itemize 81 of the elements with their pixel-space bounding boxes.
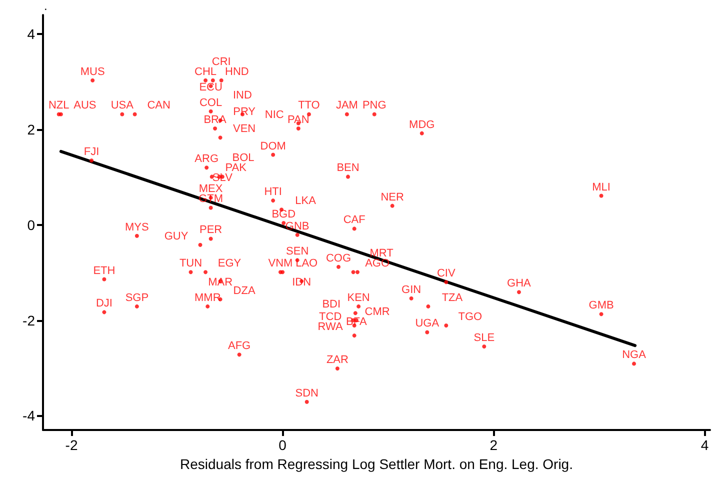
data-label: DOM [260,140,286,152]
data-label: TTO [298,100,320,112]
data-label: SLE [474,332,495,344]
data-label: NGA [622,349,647,362]
data-label: COL [199,96,222,109]
data-label: NER [380,191,404,204]
data-label: USA [110,100,134,112]
data-label: TZA [442,292,464,304]
data-label: GUY [164,230,189,242]
data-label: NIC [264,108,284,121]
data-label: GHA [507,278,532,290]
y-tick-label: -4 [22,408,36,424]
data-label: MEX [198,183,224,196]
data-label: TCD [319,311,342,324]
data-label: PAK [225,162,248,174]
data-label: CMR [364,306,390,318]
data-label: CAF [343,214,366,226]
data-label: MMR [194,292,221,304]
data-label: RWA [318,321,344,334]
data-label: NZL [48,100,70,112]
data-label: BEN [336,162,360,174]
data-label: ECU [199,82,222,94]
data-label: AGO [365,258,390,270]
data-label: MUS [80,66,105,78]
data-label: CAN [147,100,170,112]
data-label: BOL [232,152,254,164]
y-tick-label: 2 [27,121,36,138]
data-label: IDN [292,276,312,289]
data-label: LKA [295,195,317,208]
x-axis-title: Residuals from Regressing Log Settler Mort. on Eng. Leg. Orig. [180,456,573,472]
data-label: BDI [322,298,341,311]
data-label: MRT [370,248,394,260]
data-label: MAR [208,276,233,289]
data-label: UGA [415,318,440,330]
data-label: ARG [194,153,219,166]
data-label: GMB [588,300,614,312]
data-label: KEN [347,292,370,304]
x-tick-label: 2 [490,437,498,453]
data-label: SGP [125,292,149,304]
y-tick-label: 4 [27,26,36,42]
data-label: HND [224,66,249,78]
data-label: GNB [285,220,310,232]
data-label: DJI [96,298,112,310]
data-label: AFG [228,340,251,352]
data-label: IND [232,90,252,102]
data-label: PRY [233,106,256,118]
data-label: LAO [296,258,318,270]
data-label: MLI [592,181,610,194]
data-label: CIV [436,268,456,280]
data-label: MDG [409,118,435,131]
x-tick-label: 0 [278,437,287,453]
data-label: ZAR [326,354,349,366]
x-tick-label: -2 [65,437,78,453]
data-label: MYS [125,221,149,234]
data-label: ETH [93,264,116,277]
data-label: EGY [218,258,242,270]
data-label: CRI [212,56,231,68]
data-label: JAM [336,100,358,112]
y-tick-label: -2 [22,312,36,328]
data-label: COG [326,252,352,264]
data-label: VEN [232,123,256,136]
data-label: PNG [362,100,386,112]
data-label: DZA [233,284,256,297]
data-label: SEN [286,246,309,258]
y-axis-title: . [44,0,48,13]
data-label: TGO [458,311,483,324]
data-label: SDN [295,387,319,400]
data-label: HTI [264,186,282,198]
data-label: BGD [272,208,296,220]
data-label: CHL [194,66,217,78]
data-label: FJI [84,146,100,158]
data-label: BRA [204,114,227,126]
data-label: VNM [268,258,293,270]
data-label: PER [199,224,222,236]
data-label: TUN [179,258,202,270]
x-tick-label: 4 [700,437,709,453]
data-label: PAN [287,114,310,126]
data-label: SLV [212,172,234,184]
data-label: GIN [402,284,422,296]
data-label: AUS [74,100,96,112]
y-tick-label: 0 [27,216,36,233]
